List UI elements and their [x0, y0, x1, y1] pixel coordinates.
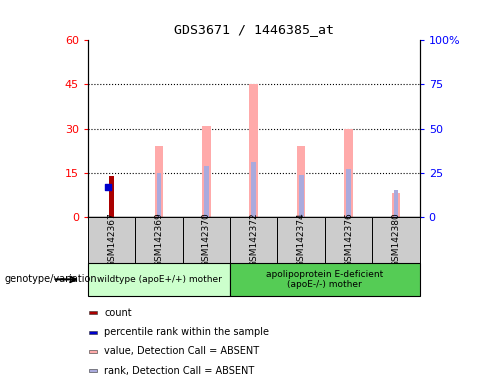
Text: genotype/variation: genotype/variation — [5, 274, 98, 285]
Text: GSM142380: GSM142380 — [391, 213, 401, 267]
Bar — [183, 217, 230, 263]
Bar — [155, 146, 163, 217]
Bar — [88, 217, 135, 263]
Bar — [204, 166, 209, 217]
Bar — [230, 217, 278, 263]
Text: GSM142370: GSM142370 — [202, 213, 211, 267]
Text: GSM142369: GSM142369 — [154, 213, 163, 267]
Bar — [88, 263, 230, 296]
Text: GSM142372: GSM142372 — [249, 213, 258, 267]
Bar — [392, 194, 400, 217]
Bar — [299, 175, 304, 217]
Bar — [297, 146, 305, 217]
Bar — [346, 169, 351, 217]
Bar — [345, 129, 353, 217]
Title: GDS3671 / 1446385_at: GDS3671 / 1446385_at — [174, 23, 334, 36]
Bar — [394, 190, 398, 217]
Bar — [325, 217, 372, 263]
Bar — [372, 217, 420, 263]
Text: count: count — [104, 308, 132, 318]
Text: GSM142374: GSM142374 — [297, 213, 305, 267]
Text: GSM142367: GSM142367 — [107, 213, 116, 267]
Bar — [230, 263, 420, 296]
Bar — [109, 176, 114, 217]
Text: wildtype (apoE+/+) mother: wildtype (apoE+/+) mother — [97, 275, 222, 284]
Text: percentile rank within the sample: percentile rank within the sample — [104, 327, 269, 337]
Bar — [278, 217, 325, 263]
Bar — [89, 350, 97, 353]
Bar — [202, 126, 211, 217]
Text: GSM142376: GSM142376 — [344, 213, 353, 267]
Point — [104, 184, 112, 190]
Text: rank, Detection Call = ABSENT: rank, Detection Call = ABSENT — [104, 366, 254, 376]
Bar — [89, 369, 97, 372]
Bar — [249, 84, 258, 217]
Text: value, Detection Call = ABSENT: value, Detection Call = ABSENT — [104, 346, 259, 356]
Bar — [157, 173, 162, 217]
Text: apolipoprotein E-deficient
(apoE-/-) mother: apolipoprotein E-deficient (apoE-/-) mot… — [266, 270, 384, 289]
Bar — [89, 311, 97, 314]
Bar — [89, 331, 97, 334]
Bar — [251, 162, 256, 217]
Bar — [135, 217, 183, 263]
